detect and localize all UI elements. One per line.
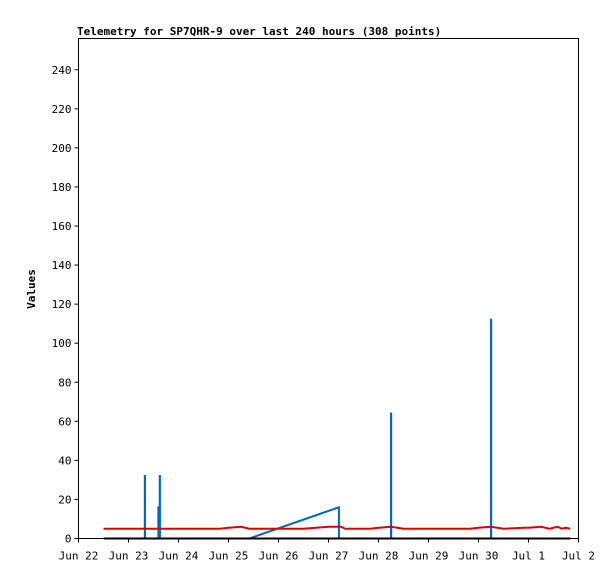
chart-title: Telemetry for SP7QHR-9 over last 240 hou… <box>77 25 441 38</box>
series-layer <box>103 318 571 540</box>
y-tick-label: 40 <box>58 454 71 467</box>
y-tick-label: 0 <box>65 533 72 546</box>
y-tick-label: 180 <box>52 181 72 194</box>
y-axis: 0 20 40 60 80 100 120 140 160 180 200 220 240 <box>52 64 79 546</box>
y-tick-label: 80 <box>58 376 71 389</box>
y-tick-label: 60 <box>58 415 71 428</box>
x-tick-label: Jun 26 <box>259 550 299 563</box>
x-tick-label: Jun 22 <box>59 550 99 563</box>
y-tick-label: 200 <box>52 142 72 155</box>
x-tick-label: Jun 30 <box>459 550 499 563</box>
x-tick-label: Jun 23 <box>109 550 149 563</box>
y-tick-label: 140 <box>52 259 72 272</box>
x-tick-label: Jun 24 <box>159 550 199 563</box>
y-tick-label: 220 <box>52 103 72 116</box>
y-tick-label: 160 <box>52 220 72 233</box>
plot-area-frame <box>78 38 579 539</box>
series-line-3 <box>103 525 571 530</box>
x-tick-label: Jun 27 <box>309 550 349 563</box>
x-tick-label: Jun 29 <box>409 550 449 563</box>
x-tick-label: Jun 28 <box>359 550 399 563</box>
y-tick-label: 120 <box>52 298 72 311</box>
y-tick-label: 100 <box>52 337 72 350</box>
x-axis: Jun 22 Jun 23 Jun 24 Jun 25 Jun 26 Jun 27 Jun … <box>59 538 595 563</box>
x-tick-label: Jul 2 <box>562 550 595 563</box>
series-line-1 <box>103 318 571 540</box>
x-tick-label: Jun 25 <box>209 550 249 563</box>
y-tick-label: 20 <box>58 493 71 506</box>
y-tick-label: 240 <box>52 64 72 77</box>
x-tick-label: Jul 1 <box>512 550 545 563</box>
y-axis-label: Values <box>25 269 38 309</box>
